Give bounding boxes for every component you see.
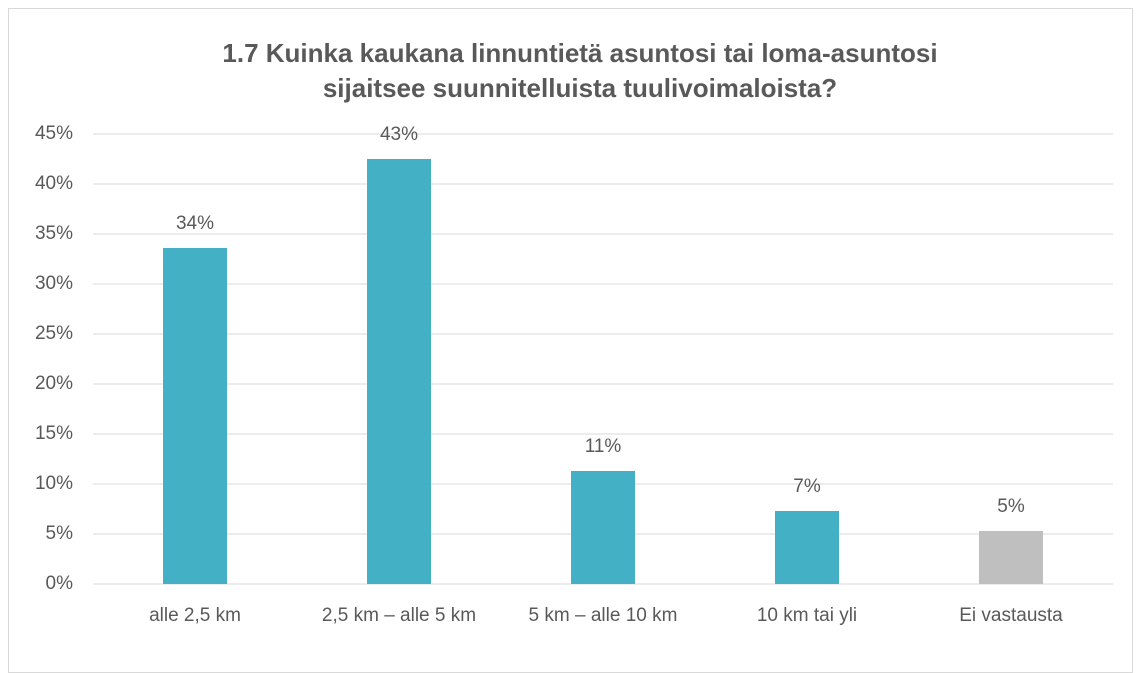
data-label: 34%: [176, 213, 214, 234]
y-tick-label: 40%: [35, 173, 73, 194]
chart-title: 1.7 Kuinka kaukana linnuntietä asuntosi …: [222, 38, 937, 103]
y-tick-label: 35%: [35, 223, 73, 244]
y-tick-label: 30%: [35, 273, 73, 294]
bar: [979, 531, 1043, 584]
y-tick-label: 10%: [35, 473, 73, 494]
bar: [163, 248, 227, 584]
y-tick-label: 20%: [35, 373, 73, 394]
data-label: 5%: [997, 496, 1025, 517]
y-tick-label: 15%: [35, 423, 73, 444]
x-tick-label: Ei vastausta: [959, 605, 1063, 626]
data-label: 11%: [585, 436, 622, 457]
data-label: 7%: [793, 476, 821, 497]
bar: [571, 471, 635, 584]
bar: [775, 511, 839, 584]
x-tick-label: alle 2,5 km: [149, 605, 241, 626]
data-label: 43%: [380, 124, 418, 145]
y-tick-label: 45%: [35, 123, 73, 144]
x-tick-label: 2,5 km – alle 5 km: [322, 605, 476, 626]
y-tick-label: 25%: [35, 323, 73, 344]
y-tick-label: 0%: [46, 573, 74, 594]
x-tick-label: 5 km – alle 10 km: [529, 605, 678, 626]
x-tick-label: 10 km tai yli: [757, 605, 857, 626]
y-tick-label: 5%: [46, 523, 74, 544]
bar: [367, 159, 431, 584]
